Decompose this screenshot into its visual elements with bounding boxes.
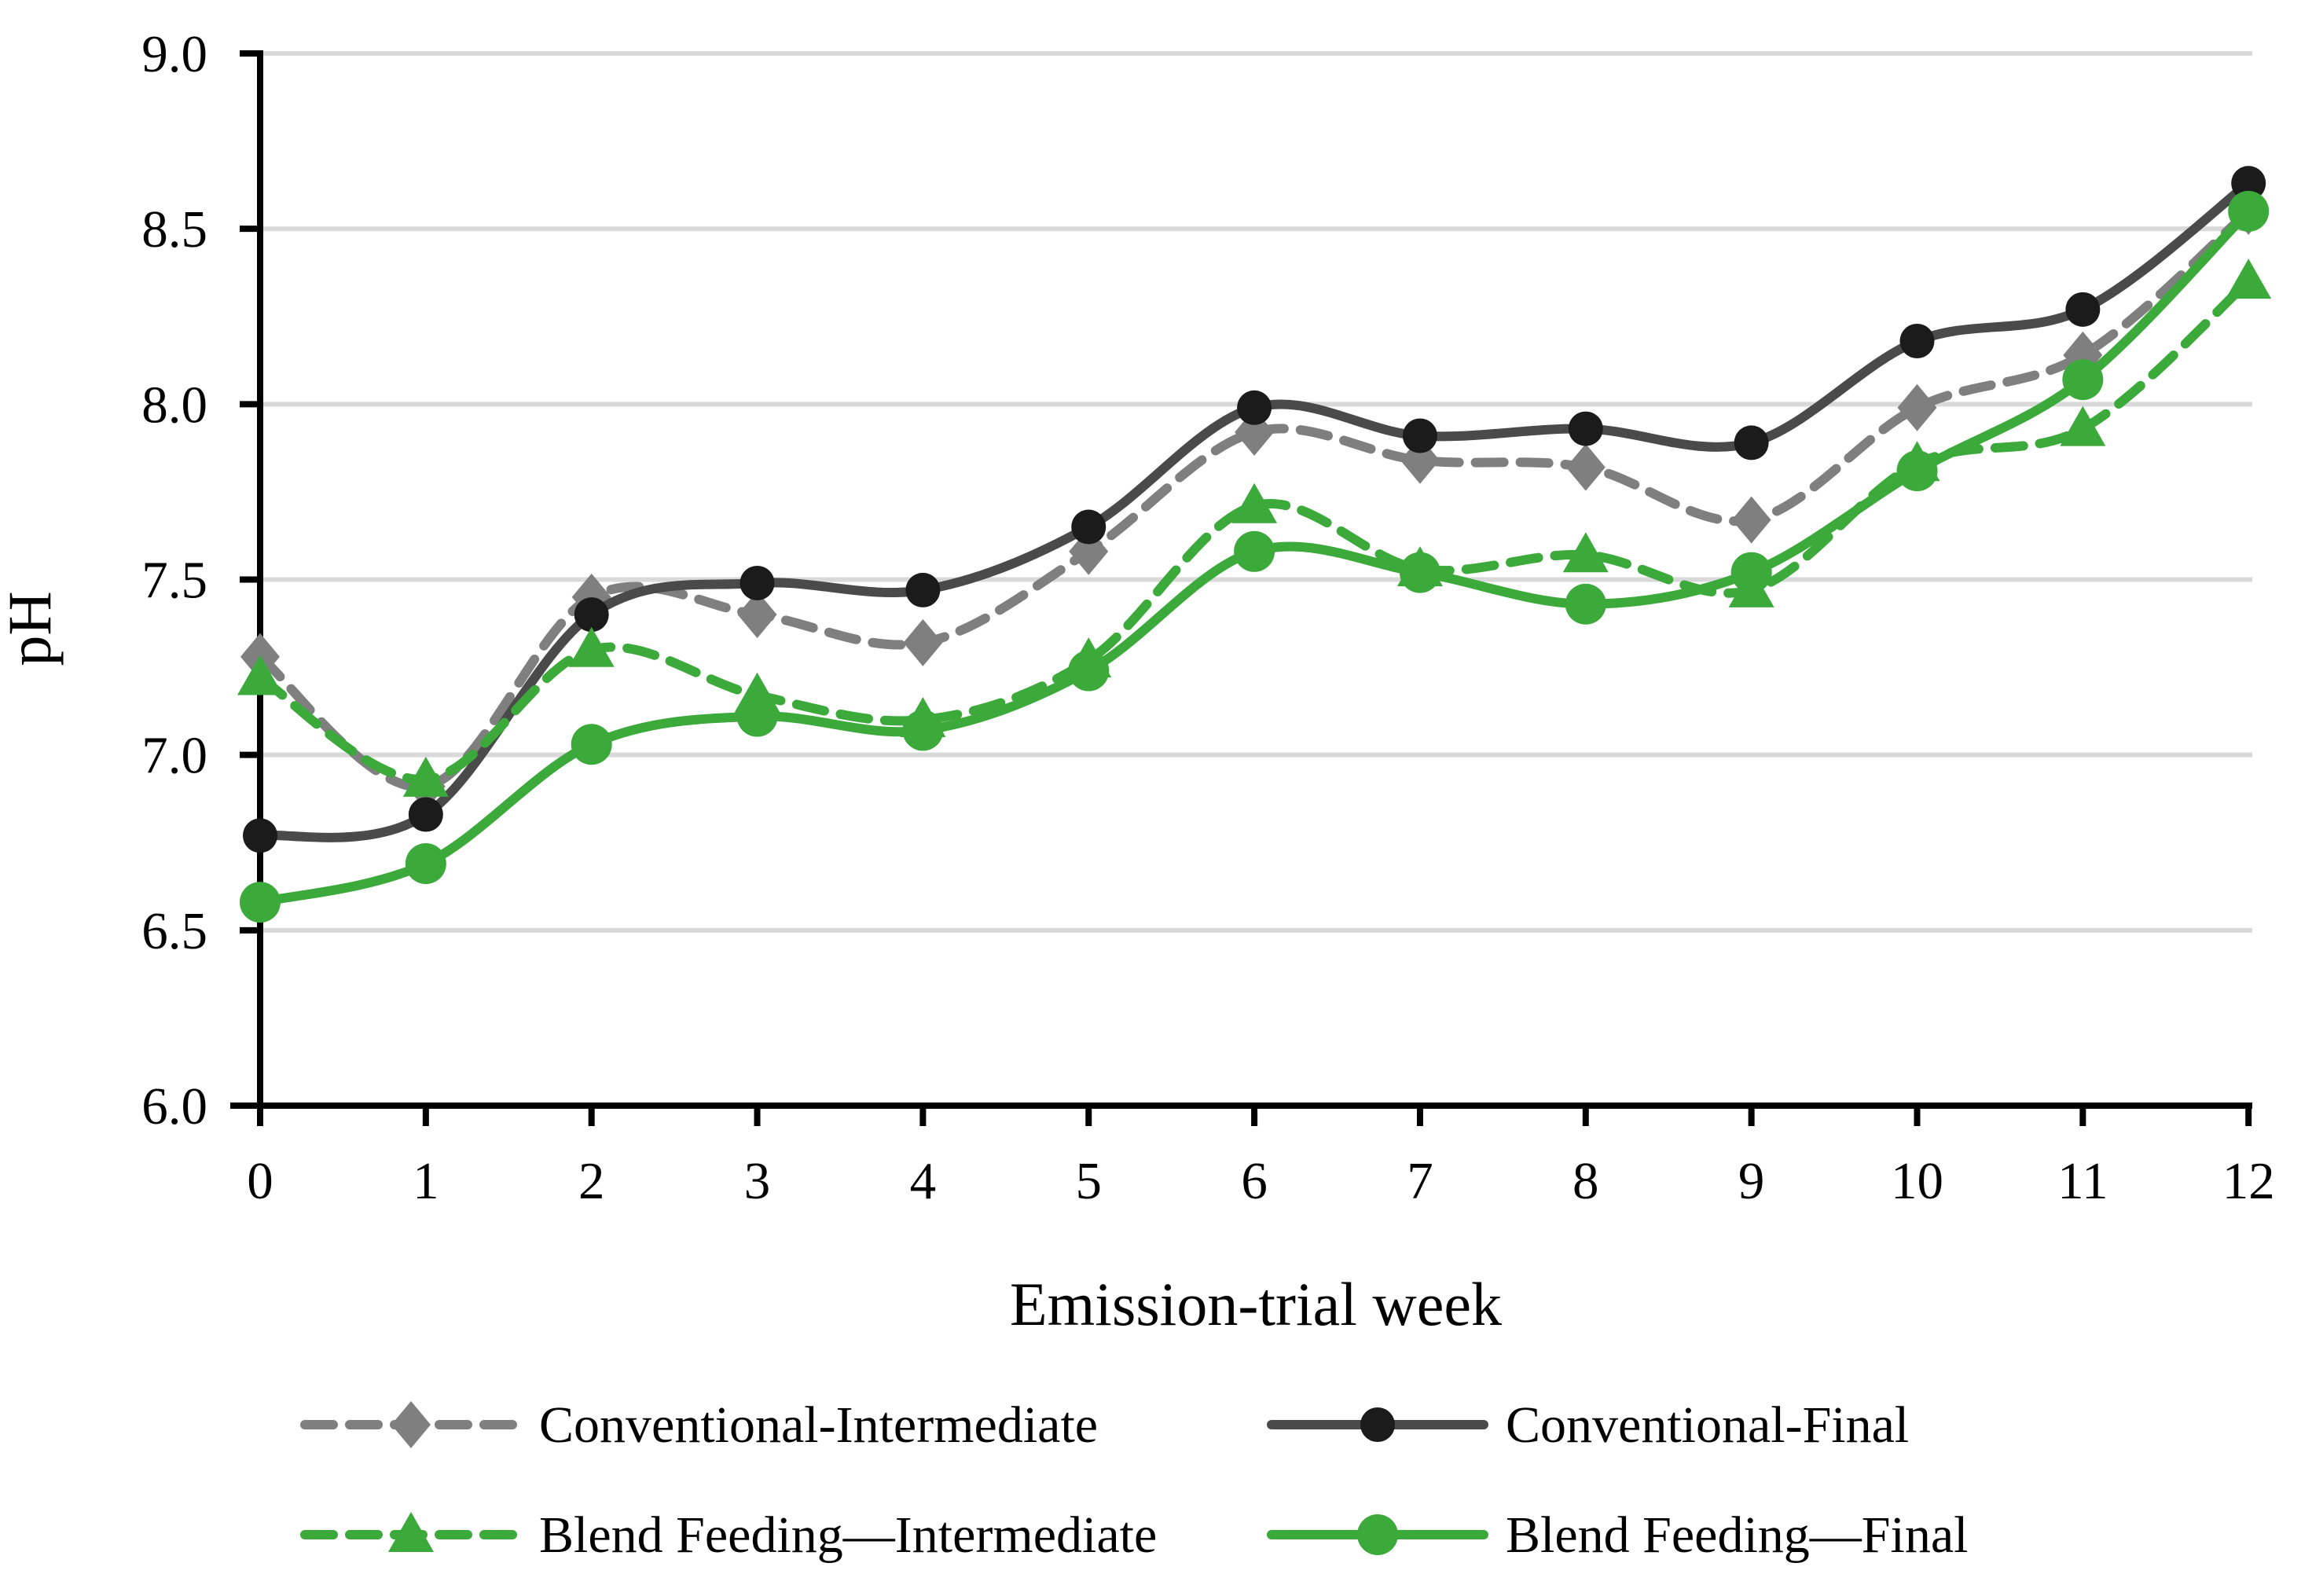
marker-conventional-final-week-2 (574, 597, 609, 633)
y-tick-label: 8.0 (141, 376, 207, 434)
y-tick-label: 9.0 (141, 25, 207, 83)
tick-labels-layer: 6.06.57.07.58.08.59.00 1 2 3 4 5 6 7 8 9 10 11 12 (141, 25, 2274, 1210)
marker-blend-feeding-final-week-5 (1068, 650, 1110, 692)
series-line-blend-feeding-intermediate (255, 277, 2254, 784)
x-tick-label: 12 (2222, 1152, 2275, 1210)
marker-conventional-intermediate-week-10 (1897, 383, 1937, 431)
marker-blend-feeding-final-week-3 (736, 695, 778, 737)
marker-conventional-intermediate-week-9 (1731, 496, 1771, 544)
y-tick-label: 6.5 (141, 902, 207, 960)
legend-label: Blend Feeding—Final (1506, 1506, 1968, 1564)
marker-conventional-final-week-11 (2065, 292, 2101, 327)
x-tick-label: 1 (413, 1152, 439, 1210)
marker-blend-feeding-intermediate-week-6 (1231, 482, 1278, 523)
marker-conventional-final-week-10 (1899, 324, 1935, 359)
marker-conventional-intermediate-week-8 (1565, 443, 1606, 491)
marker-blend-feeding-final-week-6 (1234, 530, 1275, 572)
legend-item-conventional-final: Conventional-Final (1267, 1396, 1909, 1454)
legend-label: Conventional-Intermediate (539, 1396, 1098, 1454)
marker-blend-feeding-final-week-7 (1399, 552, 1440, 593)
x-tick-label: 5 (1076, 1152, 1103, 1210)
marker-blend-feeding-final-week-11 (2062, 359, 2104, 401)
marker-blend-feeding-intermediate-week-8 (1562, 532, 1609, 573)
legend: Conventional-Intermediate Conventional-Fi… (300, 1396, 1968, 1564)
x-tick-label: 7 (1407, 1152, 1433, 1210)
marker-conventional-final-week-12 (2231, 166, 2266, 201)
legend-marker-circle-icon (1357, 1514, 1398, 1555)
marker-blend-feeding-final-week-1 (405, 843, 446, 885)
marker-conventional-intermediate-week-4 (903, 618, 943, 666)
marker-blend-feeding-intermediate-week-2 (568, 626, 615, 667)
y-axis-title: pH (0, 591, 64, 666)
axes-layer (230, 50, 2252, 1126)
marker-conventional-final-week-0 (243, 818, 277, 853)
marker-blend-feeding-final-week-0 (240, 882, 281, 923)
x-axis-title: Emission-trial week (1010, 1270, 1502, 1338)
marker-conventional-final-week-6 (1237, 390, 1272, 425)
x-tick-label: 8 (1573, 1152, 1599, 1210)
y-tick-label: 7.5 (141, 552, 207, 610)
x-tick-label: 11 (2057, 1152, 2108, 1210)
marker-blend-feeding-intermediate-week-1 (402, 756, 449, 797)
y-tick-label: 8.5 (141, 200, 207, 259)
marker-blend-feeding-intermediate-week-0 (237, 655, 283, 695)
marker-conventional-final-week-7 (1402, 418, 1437, 453)
marker-conventional-final-week-3 (739, 565, 775, 600)
y-tick-label: 7.0 (141, 727, 207, 785)
legend-label: Conventional-Final (1506, 1396, 1909, 1454)
x-tick-label: 6 (1241, 1152, 1268, 1210)
marker-blend-feeding-final-week-10 (1896, 450, 1938, 492)
x-tick-label: 9 (1738, 1152, 1765, 1210)
marker-conventional-intermediate-week-3 (737, 591, 777, 639)
legend-marker-circle-icon (1360, 1407, 1395, 1442)
x-tick-label: 3 (744, 1152, 771, 1210)
x-tick-label: 2 (578, 1152, 605, 1210)
marker-blend-feeding-final-week-2 (571, 724, 612, 765)
marker-conventional-final-week-5 (1071, 509, 1106, 545)
y-tick-label: 6.0 (141, 1077, 207, 1136)
legend-item-conventional-intermediate: Conventional-Intermediate (300, 1396, 1098, 1454)
legend-marker-diamond-icon (391, 1401, 431, 1448)
legend-marker-triangle-icon (388, 1512, 434, 1552)
x-tick-label: 4 (910, 1152, 937, 1210)
marker-blend-feeding-final-week-9 (1730, 552, 1772, 593)
marker-blend-feeding-intermediate-week-11 (2060, 405, 2106, 446)
marker-blend-feeding-final-week-8 (1565, 583, 1606, 625)
x-tick-label: 0 (247, 1152, 273, 1210)
series-layer (237, 166, 2272, 923)
marker-blend-feeding-intermediate-week-12 (2226, 259, 2272, 299)
marker-conventional-final-week-4 (905, 572, 941, 607)
marker-blend-feeding-final-week-12 (2228, 190, 2270, 232)
marker-conventional-final-week-9 (1734, 425, 1769, 460)
legend-item-blend-feeding-final: Blend Feeding—Final (1267, 1506, 1968, 1564)
legend-label: Blend Feeding—Intermediate (539, 1506, 1157, 1564)
marker-blend-feeding-final-week-4 (902, 710, 944, 751)
marker-conventional-final-week-8 (1568, 411, 1603, 446)
x-tick-label: 10 (1891, 1152, 1943, 1210)
legend-item-blend-feeding-intermediate: Blend Feeding—Intermediate (300, 1506, 1157, 1564)
marker-conventional-final-week-1 (408, 797, 443, 832)
